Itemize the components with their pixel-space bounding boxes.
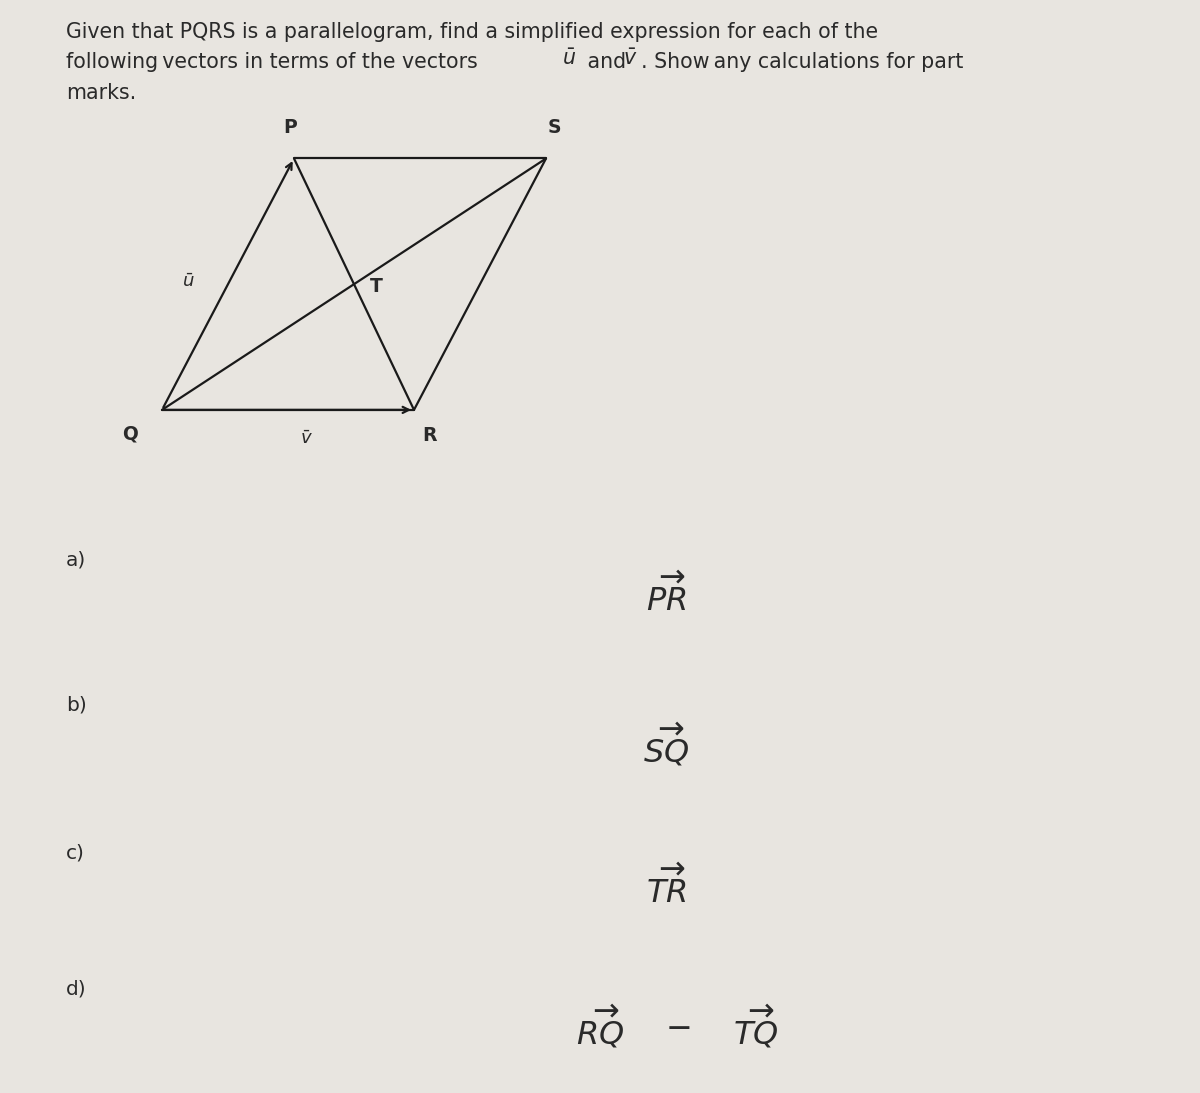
- Text: Q: Q: [121, 424, 138, 443]
- Text: $-$: $-$: [665, 1012, 691, 1043]
- Text: following vectors in terms of the vectors: following vectors in terms of the vector…: [66, 52, 482, 72]
- Text: and: and: [581, 52, 626, 72]
- Text: R: R: [422, 426, 437, 445]
- Text: b): b): [66, 695, 86, 715]
- Text: . Show any calculations for part: . Show any calculations for part: [641, 52, 964, 72]
- Text: $\bar{v}$: $\bar{v}$: [300, 430, 312, 447]
- Text: marks.: marks.: [66, 83, 137, 103]
- Text: Given that PQRS is a parallelogram, find a simplified expression for each of the: Given that PQRS is a parallelogram, find…: [66, 22, 878, 42]
- Text: c): c): [66, 843, 85, 862]
- Text: a): a): [66, 550, 86, 569]
- Text: S: S: [547, 118, 562, 137]
- Text: d): d): [66, 979, 86, 999]
- Text: $\overrightarrow{SQ}$: $\overrightarrow{SQ}$: [643, 721, 689, 769]
- Text: $\overrightarrow{TR}$: $\overrightarrow{TR}$: [646, 865, 686, 910]
- Text: $\overrightarrow{RQ}$: $\overrightarrow{RQ}$: [576, 1003, 624, 1051]
- Text: $\overrightarrow{PR}$: $\overrightarrow{PR}$: [646, 573, 686, 619]
- Text: $\overrightarrow{TQ}$: $\overrightarrow{TQ}$: [733, 1003, 779, 1051]
- Text: P: P: [283, 118, 298, 137]
- Text: T: T: [370, 277, 383, 296]
- Text: $\bar{u}$: $\bar{u}$: [182, 273, 194, 291]
- Text: $\bar{u}$: $\bar{u}$: [562, 49, 576, 69]
- Text: $\bar{v}$: $\bar{v}$: [623, 49, 637, 69]
